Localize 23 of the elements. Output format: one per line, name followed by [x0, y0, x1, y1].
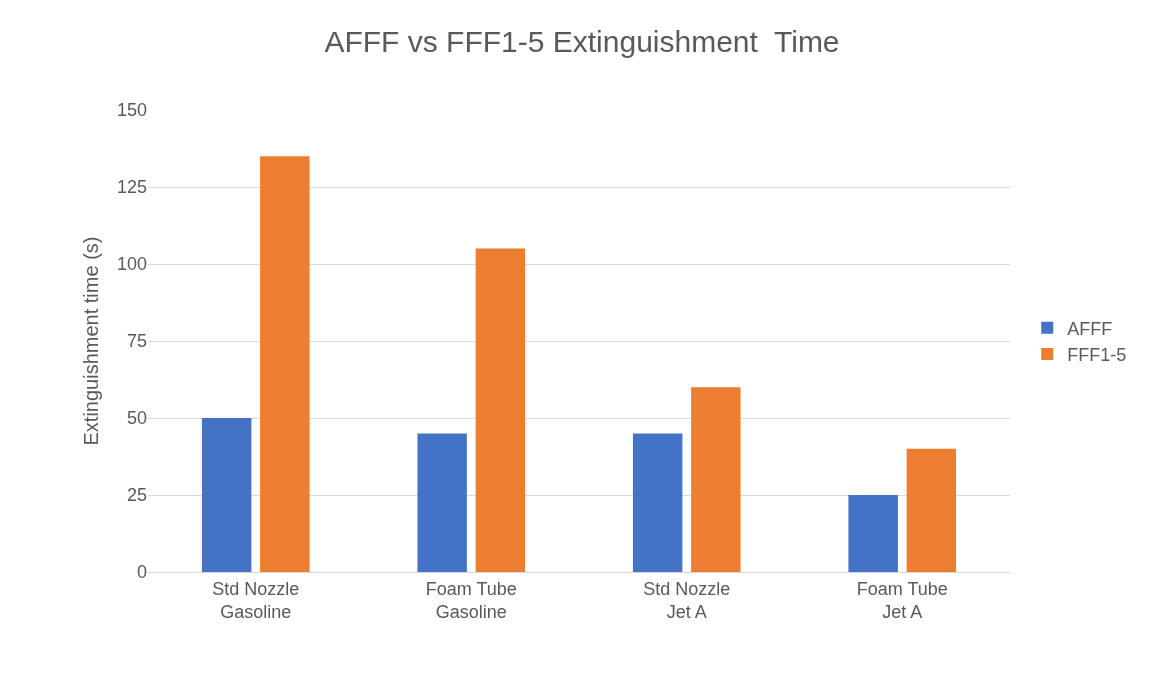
y-tick-label: 50	[126, 408, 147, 429]
y-tick-label: 75	[126, 331, 147, 352]
y-tick-label: 0	[136, 562, 147, 583]
bar	[417, 433, 467, 572]
bar	[906, 448, 957, 572]
x-tick-label: Std Nozzle Jet A	[643, 578, 731, 622]
bar	[201, 418, 252, 572]
legend-label: AFFF	[1067, 318, 1113, 339]
bar	[848, 495, 898, 572]
y-tick-label: 25	[126, 485, 147, 506]
y-axis-title: Extinguishment time (s)	[80, 236, 102, 446]
x-tick-label: Std Nozzle Gasoline	[212, 578, 300, 622]
y-tick-label: 150	[116, 100, 147, 121]
bar	[475, 248, 526, 572]
y-tick-label: 100	[116, 254, 147, 275]
chart-title: AFFF vs FFF1-5 Extinguishment Time	[324, 25, 840, 59]
x-tick-label: Foam Tube Gasoline	[425, 578, 517, 622]
bar	[691, 387, 741, 572]
legend-label: FFF1-5	[1067, 345, 1127, 366]
y-tick-label: 125	[116, 177, 147, 198]
x-tick-label: Foam Tube Jet A	[856, 578, 948, 622]
bar	[260, 156, 310, 572]
bar	[632, 433, 683, 572]
